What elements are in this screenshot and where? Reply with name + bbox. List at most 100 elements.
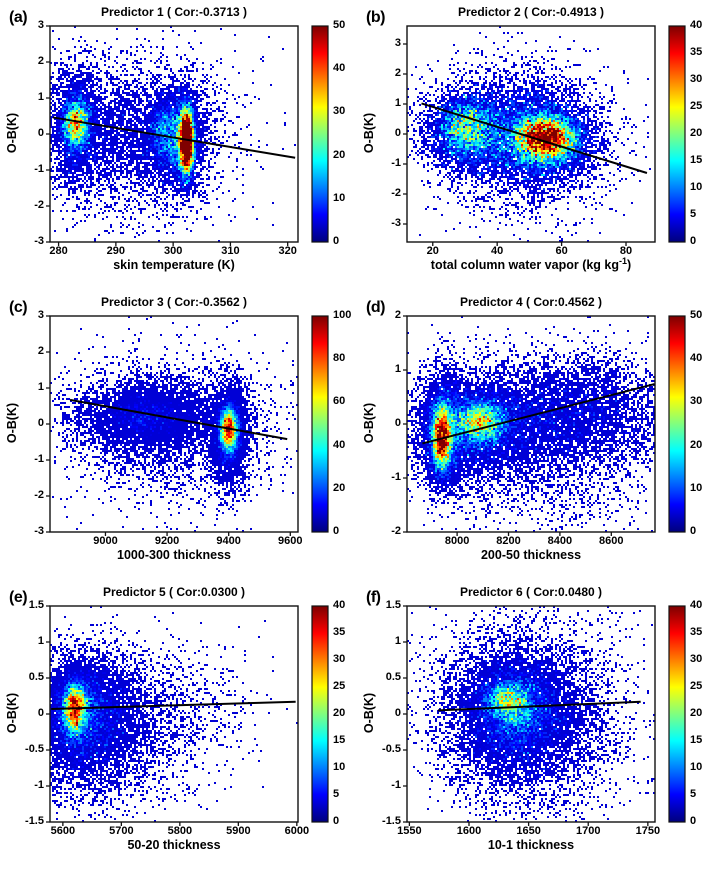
panel-f: (f) Predictor 6 ( Cor:0.0480 ) O-B(K) 10… (357, 580, 715, 870)
colorbar-tick-label: 100 (333, 309, 352, 321)
colorbar-tick-label: 40 (333, 438, 346, 451)
plot-title: Predictor 2 ( Cor:-0.4913 ) (457, 5, 605, 19)
y-tick-label: 0 (37, 127, 44, 139)
x-axis-label-end: ) (627, 258, 632, 273)
y-tick-label: 1 (394, 635, 401, 647)
colorbar-tick-label: 0 (690, 525, 697, 537)
x-tick-label: 9000 (93, 535, 118, 547)
colorbar-tick-label: 30 (333, 105, 346, 118)
y-tick-label: 1 (37, 635, 44, 647)
x-axis-label-text: 200-50 thickness (480, 548, 582, 563)
y-tick-label: 3 (394, 37, 401, 49)
colorbar-tick-label: 40 (690, 19, 703, 31)
y-tick-label: 2 (37, 55, 44, 67)
colorbar-tick-label: 20 (333, 148, 346, 161)
plot-title: Predictor 5 ( Cor:0.0300 ) (102, 585, 246, 599)
x-axis-label-text: skin temperature (K) (113, 258, 235, 273)
colorbar-tick-label: 0 (333, 525, 340, 537)
x-axis-label: 1000-300 thickness (30, 546, 318, 562)
y-tick-label: 2 (394, 67, 401, 79)
y-tick-label: -1.5 (25, 815, 44, 827)
x-tick-label: 1700 (575, 825, 601, 837)
panel-letter: (c) (9, 299, 28, 316)
x-tick-label: 1650 (516, 825, 541, 837)
y-tick-label: -1 (391, 779, 401, 791)
x-tick-label: 8600 (599, 535, 624, 547)
x-tick-label: 8400 (547, 535, 573, 547)
x-axis-label: 10-1 thickness (387, 836, 675, 852)
colorbar-tick-label: 30 (690, 395, 703, 408)
x-tick-label: 9200 (154, 535, 180, 547)
colorbar-tick-label: 25 (690, 680, 703, 692)
panel-e: (e) Predictor 5 ( Cor:0.0300 ) O-B(K) 50… (0, 580, 358, 870)
y-tick-label: 3 (37, 19, 44, 31)
colorbar-tick-label: 25 (690, 100, 703, 112)
colorbar-tick-label: 35 (333, 626, 346, 638)
colorbar-tick-label: 60 (333, 395, 346, 408)
panel-d: (d) Predictor 4 ( Cor:0.4562 ) O-B(K) 20… (357, 290, 715, 580)
y-tick-label: -1.5 (382, 815, 401, 827)
plot-title: Predictor 3 ( Cor:-0.3562 ) (100, 295, 248, 309)
colorbar-tick-label: 35 (690, 626, 703, 638)
x-tick-label: 8200 (496, 535, 521, 547)
colorbar-tick-label: 10 (333, 761, 346, 773)
y-tick-label: 0 (394, 127, 401, 139)
y-tick-label: 1 (394, 97, 401, 109)
colorbar-tick-label: 30 (690, 653, 703, 665)
y-tick-label: 1 (37, 381, 44, 393)
y-tick-label: -1 (34, 163, 44, 175)
y-tick-label: 3 (37, 309, 44, 321)
colorbar-tick-label: 5 (333, 788, 340, 800)
x-axis-label: 200-50 thickness (387, 546, 675, 562)
colorbar-tick-label: 15 (333, 734, 346, 746)
colorbar-tick-label: 0 (690, 235, 697, 247)
x-tick-label: 80 (619, 245, 633, 257)
panel-letter: (e) (9, 589, 28, 606)
y-tick-label: 1 (394, 363, 401, 375)
x-axis-label-text: 10-1 thickness (487, 838, 575, 853)
x-tick-label: 280 (49, 245, 68, 257)
x-tick-label: 1550 (397, 825, 422, 837)
colorbar-tick-label: 50 (690, 309, 703, 321)
x-tick-label: 60 (555, 245, 568, 257)
colorbar-tick-label: 40 (690, 599, 703, 611)
x-axis-label: 50-20 thickness (30, 836, 318, 852)
y-tick-label: 0.5 (28, 671, 44, 683)
y-tick-label: 1 (37, 91, 44, 103)
x-tick-label: 5700 (109, 825, 134, 837)
colorbar-tick-label: 80 (333, 352, 346, 365)
panel-letter: (a) (9, 9, 28, 26)
y-tick-label: 2 (37, 345, 44, 357)
x-axis-label: skin temperature (K) (30, 256, 318, 272)
colorbar-tick-label: 15 (690, 154, 703, 166)
y-tick-label: 0 (37, 417, 44, 429)
y-tick-label: 1.5 (28, 599, 44, 611)
x-tick-label: 6000 (284, 825, 310, 837)
x-tick-label: 9400 (216, 535, 241, 547)
colorbar-tick-label: 10 (333, 191, 346, 204)
scatter-plot-canvas-a (0, 0, 358, 290)
colorbar-tick-label: 0 (333, 235, 340, 247)
colorbar-tick-label: 30 (690, 73, 703, 85)
x-tick-label: 1600 (456, 825, 482, 837)
colorbar-tick-label: 25 (333, 680, 346, 692)
scatter-plot-canvas-e (0, 580, 358, 870)
x-tick-label: 5900 (226, 825, 251, 837)
y-tick-label: -2 (34, 199, 44, 211)
panel-c: (c) Predictor 3 ( Cor:-0.3562 ) O-B(K) 1… (0, 290, 358, 580)
colorbar-tick-label: 0 (333, 815, 340, 827)
y-tick-label: -1 (34, 779, 44, 791)
x-tick-label: 1750 (635, 825, 661, 837)
colorbar-tick-label: 40 (333, 599, 346, 611)
y-tick-label: -0.5 (382, 743, 401, 755)
colorbar-tick-label: 5 (690, 788, 697, 800)
y-tick-label: -3 (34, 235, 44, 247)
colorbar-tick-label: 30 (333, 653, 346, 665)
panel-b: (b) Predictor 2 ( Cor:-0.4913 ) O-B(K) t… (357, 0, 715, 290)
panel-letter: (d) (366, 299, 385, 316)
x-tick-label: 300 (163, 245, 183, 257)
x-tick-label: 310 (221, 245, 240, 257)
x-tick-label: 40 (491, 245, 504, 257)
colorbar-tick-label: 20 (690, 707, 703, 719)
x-axis-label-text: total column water vapor (kg kg (430, 258, 620, 273)
